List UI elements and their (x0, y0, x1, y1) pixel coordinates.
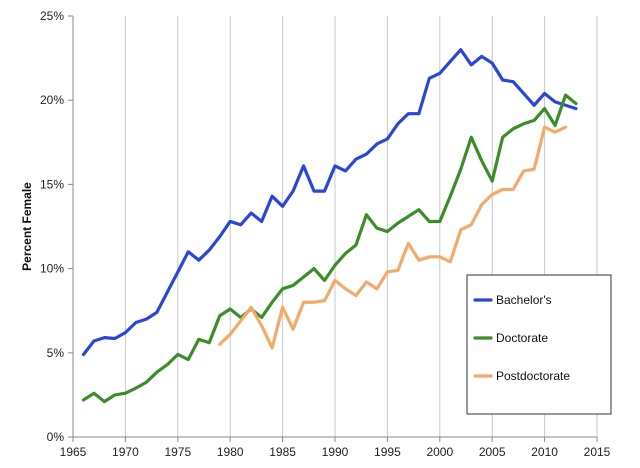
legend-label-bachelor-s: Bachelor's (496, 293, 552, 307)
x-tick-label: 1995 (374, 445, 401, 459)
y-tick-label: 15% (40, 177, 64, 191)
x-tick-label: 2010 (531, 445, 558, 459)
axes (68, 15, 598, 442)
x-tick-label: 1985 (269, 445, 296, 459)
tick-labels: 0% 5% 10% 15% 20% 25% 1965 1970 1975 1980 1985 1990… (40, 9, 611, 459)
legend-label-doctorate: Doctorate (496, 331, 548, 345)
y-tick-label: 10% (40, 262, 64, 276)
x-tick-label: 2015 (584, 445, 611, 459)
x-tick-label: 1990 (322, 445, 349, 459)
series-line-doctorate (81, 93, 578, 404)
x-tick-label: 2000 (426, 445, 453, 459)
y-tick-label: 25% (40, 9, 64, 23)
legend-label-postdoctorate: Postdoctorate (496, 369, 570, 383)
y-tick-label: 0% (47, 430, 65, 444)
x-tick-label: 1975 (164, 445, 191, 459)
y-tick-label: 5% (47, 346, 65, 360)
series-lines (81, 48, 578, 404)
x-tick-label: 1970 (112, 445, 139, 459)
series-line-postdoctorate (218, 125, 568, 350)
legend: Bachelor's Doctorate Postdoctorate (466, 274, 612, 415)
y-tick-label: 20% (40, 93, 64, 107)
y-axis-title: Percent Female (20, 182, 34, 271)
x-tick-label: 2005 (479, 445, 506, 459)
legend-box (466, 274, 612, 415)
x-tick-label: 1980 (217, 445, 244, 459)
x-tick-label: 1965 (60, 445, 87, 459)
series-line-bachelor-s (81, 48, 578, 357)
